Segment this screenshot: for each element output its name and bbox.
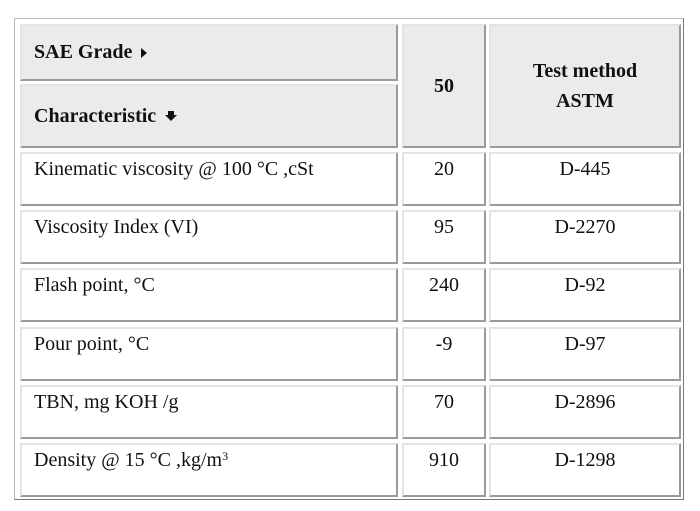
characteristic-text: Density @ 15 °C ,kg/m [34, 449, 223, 471]
header-text: Characteristic [34, 104, 157, 127]
table-cell: Density @ 15 °C ,kg/m 3 [20, 443, 398, 497]
sae-grade-header[interactable]: SAE Grade [20, 24, 398, 81]
method-text: D-1298 [554, 449, 616, 471]
table-cell: 70 [402, 384, 486, 439]
value-text: 20 [434, 158, 454, 180]
table-cell: TBN, mg KOH /g [20, 384, 398, 439]
characteristic-text: Viscosity Index (VI) [34, 216, 199, 239]
table-cell: D-97 [489, 326, 681, 381]
sort-arrow [141, 47, 148, 58]
characteristic-text: Kinematic viscosity @ 100 °C ,cSt [34, 158, 314, 180]
characteristic-text: Flash point, °C [34, 274, 155, 297]
test-method-header: Test method ASTM [489, 24, 681, 148]
header-text: SAE Grade [34, 41, 133, 63]
table-cell: Flash point, °C [20, 268, 398, 323]
table-cell: -9 [402, 326, 486, 381]
method-text: D-2270 [554, 216, 616, 239]
table-cell: Pour point, °C [20, 326, 398, 381]
method-text: D-2896 [554, 390, 616, 413]
table-cell: D-92 [489, 268, 681, 323]
value-text: 95 [434, 216, 454, 239]
table-cell: Kinematic viscosity @ 100 °C ,cSt [20, 152, 398, 206]
table-cell: D-2896 [489, 384, 681, 439]
superscript: 3 [222, 449, 229, 463]
header-text: 50 [434, 74, 454, 97]
characteristic-header[interactable]: Characteristic [20, 84, 398, 148]
method-text: D-445 [559, 158, 611, 180]
method-text: D-92 [564, 274, 606, 297]
table-cell: D-1298 [489, 443, 681, 497]
grade-header: 50 [402, 24, 486, 148]
table-cell: D-445 [489, 152, 681, 206]
table-cell: Viscosity Index (VI) [20, 210, 398, 265]
value-text: 240 [429, 274, 459, 297]
characteristic-text: Pour point, °C [34, 332, 150, 355]
table-cell: 910 [402, 443, 486, 497]
value-text: 910 [429, 449, 459, 471]
header-text: Test method ASTM [532, 60, 638, 112]
value-text: 70 [434, 390, 454, 413]
sort-arrow [165, 111, 178, 121]
characteristic-text: TBN, mg KOH /g [34, 390, 179, 413]
table-cell: D-2270 [489, 210, 681, 265]
table-frame [14, 18, 684, 500]
table-cell: 240 [402, 268, 486, 323]
table-cell: 95 [402, 210, 486, 265]
table-cell: 20 [402, 152, 486, 206]
value-text: -9 [435, 332, 453, 355]
method-text: D-97 [564, 332, 606, 355]
